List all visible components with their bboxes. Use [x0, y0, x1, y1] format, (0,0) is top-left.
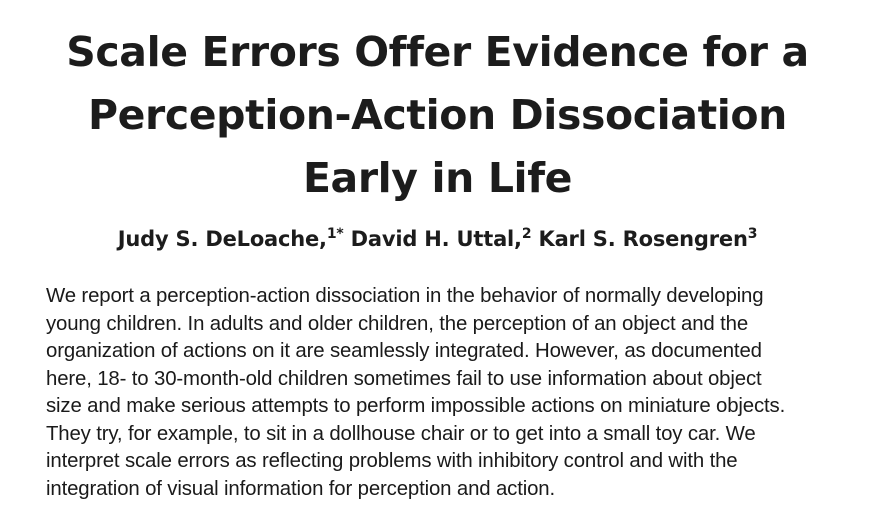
abstract-line: young children. In adults and older chil…: [46, 312, 749, 335]
title-line: Early in Life: [302, 154, 573, 202]
author-name: David H. Uttal,: [350, 227, 522, 251]
abstract-line: interpret scale errors as reflecting pro…: [46, 450, 738, 472]
title-line: Perception-Action Dissociation: [88, 91, 787, 139]
author-affiliation: 1*: [326, 226, 344, 242]
author-name: Karl S. Rosengren: [538, 227, 748, 251]
author-name: Judy S. DeLoache,: [117, 227, 327, 251]
abstract-line: They try, for example, to sit in a dollh…: [46, 422, 756, 445]
abstract-line: size and make serious attempts to perfor…: [46, 395, 786, 417]
abstract: We report a perception-action dissociati…: [46, 283, 846, 503]
author-list: Judy S. DeLoache,1* David H. Uttal,2 Kar…: [0, 224, 875, 254]
author-affiliation: 2: [521, 226, 532, 242]
abstract-line: We report a perception-action dissociati…: [46, 285, 764, 307]
abstract-line: organization of actions on it are seamle…: [46, 340, 762, 362]
abstract-line: here, 18- to 30-month-old children somet…: [46, 367, 762, 390]
paper-title: Scale Errors Offer Evidence for a Percep…: [0, 21, 875, 210]
title-line: Scale Errors Offer Evidence for a: [66, 28, 809, 76]
abstract-line: integration of visual information for pe…: [46, 477, 556, 500]
author-affiliation: 3: [747, 226, 758, 242]
